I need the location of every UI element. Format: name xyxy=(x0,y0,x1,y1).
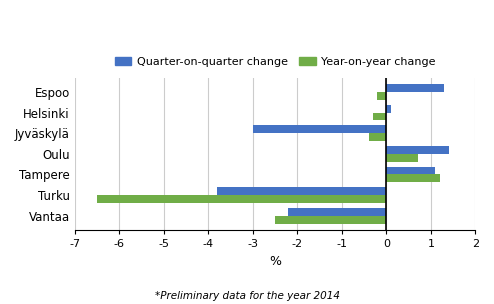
Bar xyxy=(377,92,386,100)
Bar xyxy=(275,216,386,223)
X-axis label: %: % xyxy=(269,255,281,268)
Bar xyxy=(386,146,449,154)
Text: *Preliminary data for the year 2014: *Preliminary data for the year 2014 xyxy=(155,291,339,301)
Bar xyxy=(386,84,444,92)
Bar xyxy=(97,195,386,203)
Bar xyxy=(369,133,386,141)
Bar xyxy=(288,208,386,216)
Bar xyxy=(386,174,440,182)
Bar xyxy=(253,125,386,133)
Bar xyxy=(386,167,435,174)
Bar xyxy=(386,105,391,112)
Bar xyxy=(373,112,386,120)
Bar xyxy=(217,187,386,195)
Legend: Quarter-on-quarter change, Year-on-year change: Quarter-on-quarter change, Year-on-year … xyxy=(110,53,440,71)
Bar xyxy=(386,154,417,162)
